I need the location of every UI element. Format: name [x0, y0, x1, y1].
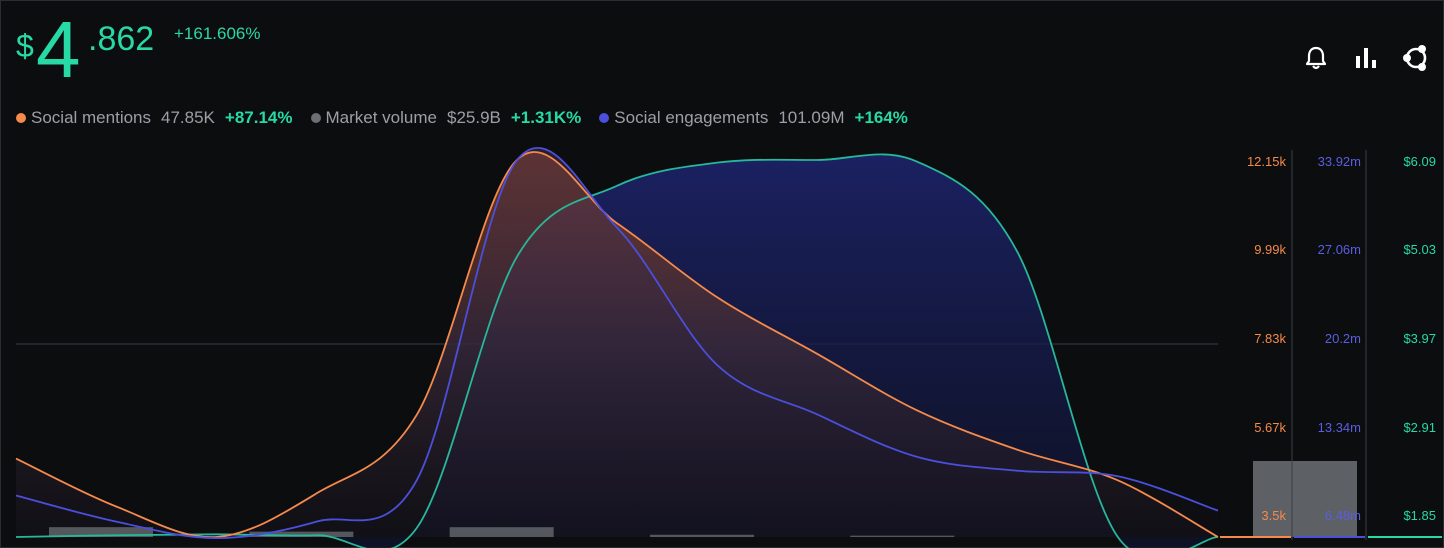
legend-item-market-volume[interactable]: Market volume $25.9B +1.31K% [310, 108, 582, 128]
toolbar [1302, 44, 1430, 72]
price-change: +161.606% [174, 24, 261, 43]
legend: Social mentions 47.85K +87.14% Market vo… [16, 108, 926, 128]
legend-dot-icon [599, 113, 610, 123]
volume-bar [49, 527, 153, 537]
legend-label: Market volume [325, 108, 437, 127]
volume-bar [1253, 461, 1357, 537]
right-axis-tick: $1.85 [1403, 508, 1436, 523]
legend-change: +87.14% [224, 108, 293, 127]
middle-axis-tick: 27.06m [1318, 242, 1361, 257]
price-currency: $ [16, 28, 34, 64]
mentions-line [15, 151, 1219, 538]
left-axis-tick: 5.67k [1254, 420, 1286, 435]
legend-change: +164% [854, 108, 908, 127]
price-integer: 4 [36, 5, 81, 94]
left-axis-tick: 7.83k [1254, 331, 1286, 346]
middle-axis-tick: 6.48m [1325, 508, 1361, 523]
volume-bar [449, 527, 554, 537]
right-axis-tick: $2.91 [1403, 420, 1436, 435]
engagements-area [16, 147, 1218, 539]
legend-item-social-engagements[interactable]: Social engagements 101.09M +164% [599, 108, 908, 128]
bell-icon[interactable] [1302, 44, 1330, 72]
left-axis-tick: 9.99k [1254, 242, 1286, 257]
middle-axis-tick: 20.2m [1325, 331, 1361, 346]
legend-change: +1.31K% [510, 108, 582, 127]
bar-chart-icon[interactable] [1352, 44, 1380, 72]
legend-value: 101.09M [778, 108, 845, 127]
right-axis-tick: $6.09 [1403, 154, 1436, 169]
legend-value: 47.85K [161, 108, 215, 127]
volume-bar [650, 534, 754, 537]
legend-dot-icon [16, 113, 26, 123]
price-decimal: .862 [88, 20, 155, 58]
legend-label: Social mentions [31, 108, 152, 127]
left-axis-tick: 3.5k [1261, 508, 1286, 523]
legend-value: $25.9B [446, 108, 501, 127]
volume-bar [850, 535, 955, 537]
right-axis-tick: $3.97 [1403, 331, 1436, 346]
engagements-line [15, 146, 1219, 539]
legend-item-social-mentions[interactable]: Social mentions 47.85K +87.14% [16, 108, 293, 128]
legend-dot-icon [310, 113, 321, 123]
share-icon[interactable] [1402, 44, 1430, 72]
middle-axis-tick: 13.34m [1318, 420, 1361, 435]
left-axis-tick: 12.15k [1247, 154, 1287, 169]
right-axis-tick: $5.03 [1403, 242, 1436, 257]
middle-axis-tick: 33.92m [1318, 154, 1361, 169]
volume-bar [249, 531, 354, 537]
legend-label: Social engagements [614, 108, 769, 127]
